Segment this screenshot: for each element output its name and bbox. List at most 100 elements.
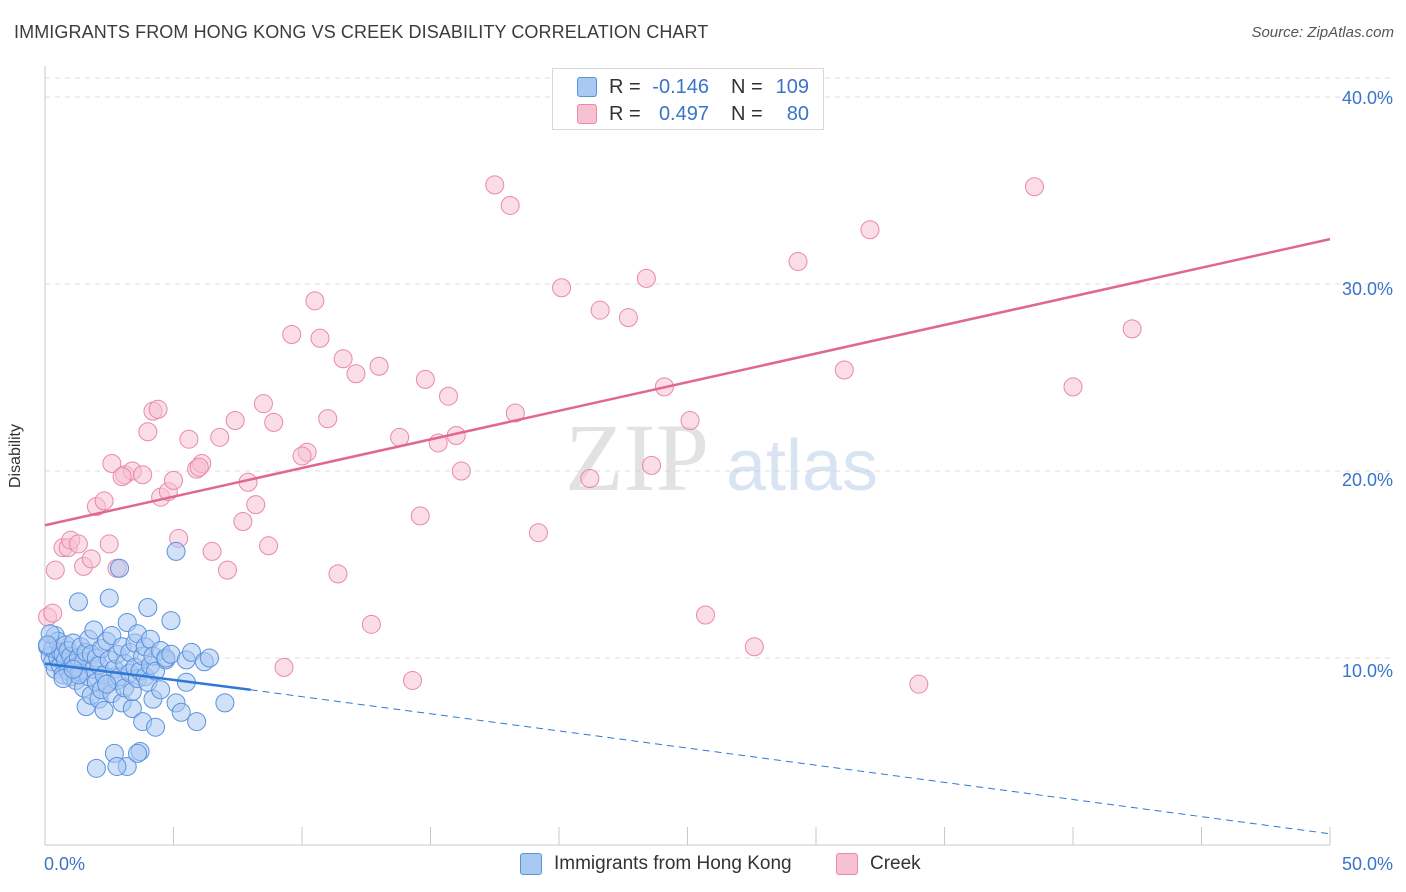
creek-point	[112, 467, 132, 487]
correlation-legend: R = -0.146 N = 109 R = 0.497 N = 80	[552, 68, 824, 130]
creek-point	[410, 506, 430, 526]
creek-point	[233, 511, 253, 531]
y-tick-label-40: 40.0%	[1342, 88, 1393, 108]
bottom-legend-creek: Creek	[836, 852, 921, 876]
hong-kong-point	[215, 693, 235, 713]
hong-kong-series	[38, 541, 235, 778]
x-tick-label-min: 0.0%	[44, 854, 85, 874]
hong-kong-point	[38, 635, 58, 655]
axes	[44, 66, 1331, 846]
creek-point	[403, 670, 423, 690]
creek-series	[38, 175, 1142, 694]
legend-row-creek: R = 0.497 N = 80	[577, 102, 809, 126]
x-tick-label-max: 50.0%	[1342, 854, 1393, 874]
legend-n-value: 109	[775, 75, 809, 98]
creek-point	[292, 446, 312, 466]
hong-kong-point	[68, 592, 88, 612]
hong-kong-point	[138, 598, 158, 618]
creek-point	[310, 328, 330, 348]
creek-point	[94, 491, 114, 511]
creek-point	[834, 360, 854, 380]
legend-row-hong-kong: R = -0.146 N = 109	[577, 75, 809, 99]
creek-point	[485, 175, 505, 195]
creek-point	[202, 541, 222, 561]
creek-point	[333, 349, 353, 369]
creek-point	[369, 356, 389, 376]
legend-n-label: N =	[731, 102, 763, 125]
legend-n-label: N =	[731, 75, 763, 98]
legend-swatch-blue	[577, 77, 597, 97]
creek-point	[253, 394, 273, 414]
creek-point	[217, 560, 237, 580]
creek-point	[788, 252, 808, 272]
creek-point	[133, 465, 153, 485]
creek-point	[552, 278, 572, 298]
creek-point	[210, 427, 230, 447]
tick-labels: 0.0% 50.0% 10.0% 20.0% 30.0% 40.0%	[44, 88, 1393, 874]
creek-point	[1024, 177, 1044, 197]
legend-swatch-pink	[577, 104, 597, 124]
creek-point	[81, 549, 101, 569]
creek-point	[274, 657, 294, 677]
bottom-legend-label-hong-kong: Immigrants from Hong Kong	[554, 853, 792, 874]
hong-kong-point	[151, 680, 171, 700]
creek-point	[264, 412, 284, 432]
creek-point	[361, 614, 381, 634]
hong-kong-point	[84, 620, 104, 640]
creek-point	[744, 637, 764, 657]
hong-kong-point	[146, 717, 166, 737]
creek-point	[138, 422, 158, 442]
creek-point	[415, 369, 435, 389]
creek-point	[225, 411, 245, 431]
hong-kong-point	[171, 702, 191, 722]
y-tick-label-20: 20.0%	[1342, 470, 1393, 490]
y-tick-label-10: 10.0%	[1342, 661, 1393, 681]
creek-point	[68, 534, 88, 554]
hong-kong-point	[161, 611, 181, 631]
creek-point	[528, 523, 548, 543]
creek-point	[45, 560, 65, 580]
creek-point	[590, 300, 610, 320]
creek-point	[164, 470, 183, 490]
hong-kong-point	[107, 756, 127, 776]
legend-r-value: -0.146	[652, 75, 709, 98]
y-tick-label-30: 30.0%	[1342, 279, 1393, 299]
hong-kong-point	[187, 712, 207, 732]
bottom-legend-hong-kong: Immigrants from Hong Kong	[520, 852, 792, 876]
bottom-legend-swatch-pink	[836, 853, 858, 875]
watermark-atlas: atlas	[726, 426, 878, 506]
creek-point	[282, 324, 302, 344]
creek-trend-line	[44, 237, 1331, 527]
creek-point	[1063, 377, 1083, 397]
legend-n-value: 80	[786, 102, 809, 125]
creek-point	[680, 411, 700, 431]
legend-r-value: 0.497	[658, 102, 709, 125]
creek-point	[189, 457, 209, 477]
source-label: Source: ZipAtlas.com	[1251, 24, 1394, 41]
legend-r-label: R =	[609, 102, 641, 125]
watermark: ZIP atlas	[565, 404, 878, 511]
hong-kong-point	[86, 758, 106, 778]
hong-kong-point	[110, 558, 130, 578]
creek-point	[618, 308, 638, 328]
trend-lines	[44, 237, 1331, 835]
chart-title: IMMIGRANTS FROM HONG KONG VS CREEK DISAB…	[14, 22, 709, 42]
creek-point	[305, 291, 325, 311]
creek-point	[43, 603, 63, 623]
hong-kong-point	[199, 648, 219, 668]
hong-kong-trend-line	[44, 662, 251, 692]
creek-point	[318, 409, 338, 429]
creek-point	[259, 536, 279, 556]
creek-point	[505, 403, 525, 423]
creek-point	[695, 605, 715, 625]
creek-point	[909, 674, 929, 694]
creek-point	[438, 386, 458, 406]
hong-kong-point	[166, 541, 186, 561]
creek-point	[99, 534, 119, 554]
gridlines	[45, 77, 1390, 659]
creek-point	[642, 455, 662, 475]
bottom-legend-label-creek: Creek	[870, 853, 921, 874]
hong-kong-point	[99, 588, 119, 608]
creek-point	[500, 195, 520, 215]
